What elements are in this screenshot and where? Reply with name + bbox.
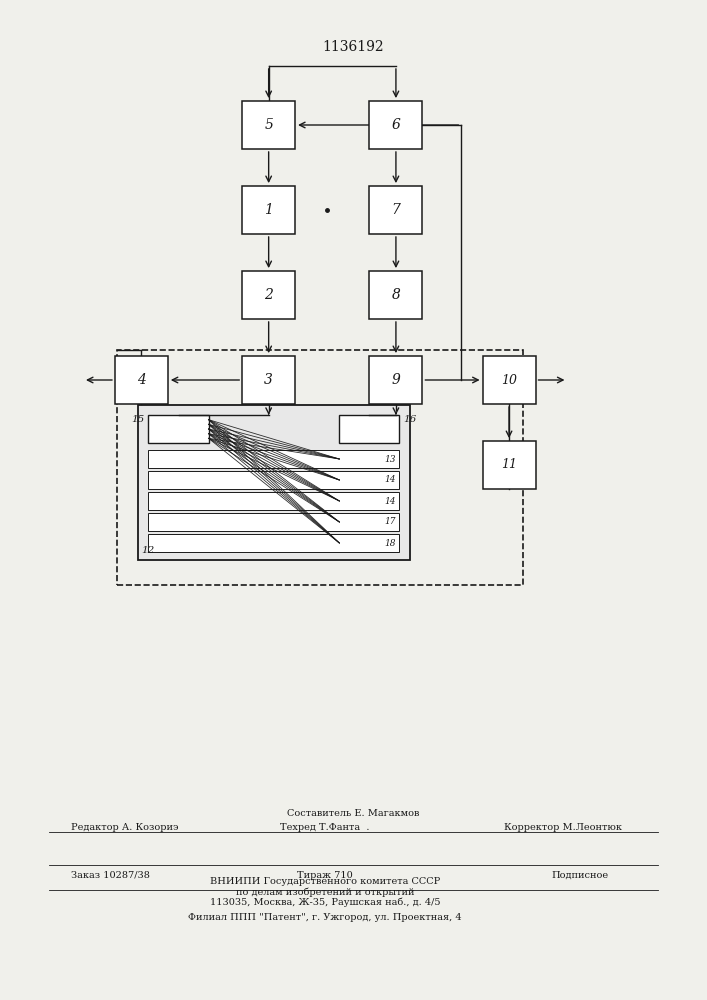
Text: Заказ 10287/38: Заказ 10287/38: [71, 870, 150, 880]
Text: 1136192: 1136192: [322, 40, 385, 54]
Text: Корректор М.Леонтюк: Корректор М.Леонтюк: [504, 822, 622, 832]
FancyBboxPatch shape: [148, 492, 399, 510]
FancyBboxPatch shape: [148, 450, 399, 468]
Text: 6: 6: [392, 118, 400, 132]
Text: 17: 17: [385, 518, 396, 526]
Text: 11: 11: [501, 458, 517, 472]
Text: 18: 18: [385, 538, 396, 548]
Text: Филиал ППП "Патент", г. Ужгород, ул. Проектная, 4: Филиал ППП "Патент", г. Ужгород, ул. Про…: [188, 914, 462, 922]
FancyBboxPatch shape: [138, 405, 410, 560]
FancyBboxPatch shape: [482, 356, 536, 404]
Text: 9: 9: [392, 373, 400, 387]
Text: 113035, Москва, Ж-35, Раушская наб., д. 4/5: 113035, Москва, Ж-35, Раушская наб., д. …: [210, 897, 440, 907]
FancyBboxPatch shape: [115, 356, 168, 404]
FancyBboxPatch shape: [242, 101, 296, 149]
Text: Техред Т.Фанта  .: Техред Т.Фанта .: [281, 822, 370, 832]
Text: 10: 10: [501, 373, 517, 386]
FancyBboxPatch shape: [370, 271, 423, 319]
Text: 12: 12: [141, 546, 155, 555]
Text: Составитель Е. Магакмов: Составитель Е. Магакмов: [287, 808, 420, 818]
FancyBboxPatch shape: [148, 415, 209, 443]
Text: 7: 7: [392, 203, 400, 217]
Text: по делам изобретений и открытий: по делам изобретений и открытий: [236, 887, 414, 897]
Text: 5: 5: [264, 118, 273, 132]
Text: 2: 2: [264, 288, 273, 302]
Text: 3: 3: [264, 373, 273, 387]
Text: 8: 8: [392, 288, 400, 302]
FancyBboxPatch shape: [242, 186, 296, 234]
Text: 15: 15: [132, 415, 145, 424]
Text: 13: 13: [385, 455, 396, 464]
FancyBboxPatch shape: [370, 356, 423, 404]
FancyBboxPatch shape: [148, 534, 399, 552]
Text: Тираж 710: Тираж 710: [298, 870, 353, 880]
Text: 14: 14: [385, 476, 396, 485]
Text: 16: 16: [403, 415, 416, 424]
Text: 1: 1: [264, 203, 273, 217]
Text: 4: 4: [137, 373, 146, 387]
Text: ВНИИПИ Государственного комитета СССР: ВНИИПИ Государственного комитета СССР: [210, 878, 440, 886]
FancyBboxPatch shape: [242, 356, 296, 404]
FancyBboxPatch shape: [148, 513, 399, 531]
Text: Редактор А. Козориэ: Редактор А. Козориэ: [71, 822, 178, 832]
FancyBboxPatch shape: [339, 415, 399, 443]
Text: Подписное: Подписное: [551, 870, 608, 880]
FancyBboxPatch shape: [242, 271, 296, 319]
FancyBboxPatch shape: [148, 471, 399, 489]
FancyBboxPatch shape: [370, 186, 423, 234]
FancyBboxPatch shape: [482, 441, 536, 489]
Text: 14: 14: [385, 496, 396, 506]
FancyBboxPatch shape: [370, 101, 423, 149]
